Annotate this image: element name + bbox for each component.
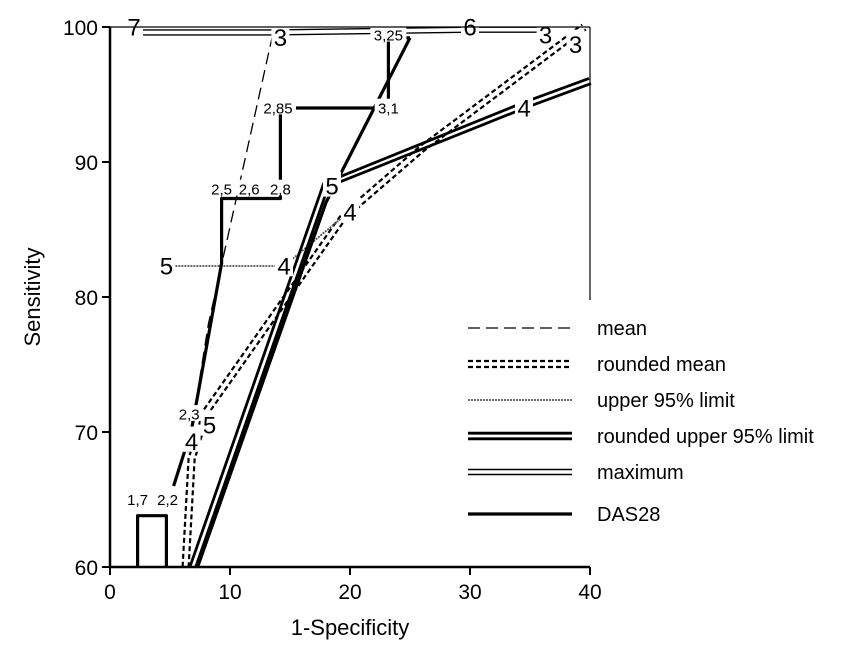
point-label: 2,3: [179, 407, 200, 424]
axes: 0 10 20 30 40 60 70 80 90 100 1-Specificity Sensiti…: [20, 17, 602, 640]
y-tick-label: 70: [75, 422, 98, 445]
legend-label: maximum: [597, 462, 684, 484]
annotation-bg: [275, 251, 293, 277]
annotation-bg: [123, 490, 152, 506]
annotation-bg: [235, 179, 263, 196]
series-line: [194, 82, 592, 569]
annotation-bg: [175, 405, 203, 421]
series-line: [172, 36, 410, 487]
legend-label: rounded mean: [597, 354, 726, 376]
annotation-bg: [260, 98, 296, 115]
legend-label: mean: [597, 318, 647, 340]
point-label: 2,6: [239, 181, 260, 198]
x-tick-label: 0: [104, 581, 116, 604]
annotation-bg: [271, 22, 290, 49]
annotation-bg: [153, 490, 182, 506]
series-line: [181, 23, 583, 567]
y-tick-label: 90: [75, 152, 98, 175]
x-tick-label: 20: [338, 581, 361, 604]
point-label: 3: [569, 32, 582, 59]
point-label: 5: [160, 253, 173, 280]
legend-label: DAS28: [597, 504, 660, 526]
y-tick-label: 80: [75, 287, 98, 310]
annotation-bg: [207, 179, 236, 196]
series-maximum: [134, 26, 554, 36]
point-label: 2,5: [211, 181, 232, 198]
annotation-bg: [461, 12, 479, 38]
series-rounded-upper-95pct-limit: [188, 77, 592, 569]
annotation-bg: [341, 197, 359, 223]
legend-item: maximum: [468, 462, 684, 484]
point-label: 5: [325, 174, 338, 201]
legend: mean rounded mean upper 95% limit rounded u…: [468, 318, 814, 526]
point-label: 4: [517, 95, 530, 122]
point-label: 2,85: [263, 100, 292, 117]
annotation-bg: [323, 171, 341, 197]
point-label: 7: [127, 14, 140, 41]
annotation-bg: [157, 251, 176, 277]
point-label: 3: [274, 25, 287, 52]
series-line: [188, 77, 590, 567]
point-label: 2,2: [157, 492, 178, 509]
legend-item: upper 95% limit: [468, 390, 735, 412]
series-DAS28: [136, 36, 412, 568]
x-tick-label: 10: [218, 581, 241, 604]
point-label: 5: [203, 413, 216, 440]
annotation-bg: [566, 29, 585, 55]
y-tick-label: 60: [75, 557, 98, 580]
point-label: 3,1: [378, 100, 399, 117]
series-line: [134, 31, 554, 36]
point-label: 3: [539, 23, 552, 50]
legend-item: DAS28: [468, 504, 660, 526]
point-label: 1,7: [127, 492, 148, 509]
annotation-bg: [266, 179, 295, 196]
legend-label: upper 95% limit: [597, 390, 735, 412]
legend-item: rounded upper 95% limit: [468, 426, 814, 448]
x-tick-label: 30: [458, 581, 481, 604]
series-line: [134, 26, 554, 31]
series-line: [136, 514, 168, 567]
annotation-bg: [182, 426, 201, 452]
legend-item: rounded mean: [468, 354, 726, 376]
annotation-bg: [125, 12, 143, 38]
point-label: 2,8: [270, 181, 291, 198]
annotation-bg: [370, 25, 407, 42]
legend-label: rounded upper 95% limit: [597, 426, 814, 448]
y-tick-label: 100: [63, 17, 98, 40]
point-label: 4: [277, 253, 290, 280]
point-label: 3,25: [374, 27, 403, 44]
point-label: 6: [463, 14, 476, 41]
point-label: 4: [185, 429, 198, 456]
legend-item: mean: [468, 318, 647, 340]
annotation-bg: [374, 98, 403, 115]
x-tick-label: 40: [578, 581, 601, 604]
annotation-bg: [200, 410, 219, 436]
y-axis-title: Sensitivity: [20, 247, 45, 346]
point-label: 4: [343, 199, 356, 226]
series-line: [196, 37, 412, 568]
annotation-bg: [515, 93, 533, 119]
x-axis-title: 1-Specificity: [291, 615, 410, 640]
